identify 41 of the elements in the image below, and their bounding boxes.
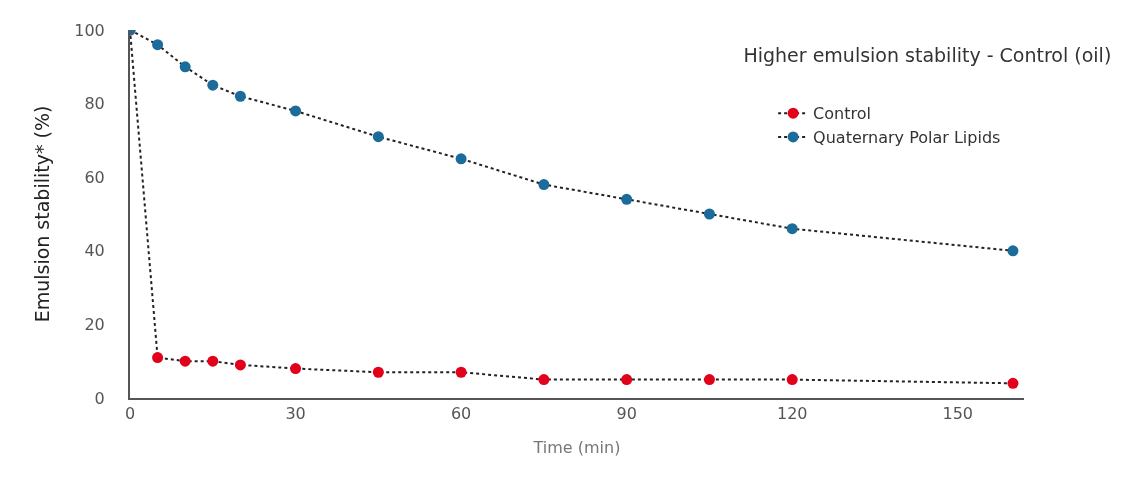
point xyxy=(703,208,715,220)
point xyxy=(1007,245,1019,257)
point xyxy=(290,363,302,375)
text: Higher emulsion stability - Control (oil) xyxy=(743,43,1112,66)
y-tick-label: 60 xyxy=(84,167,105,187)
y-tick-label: 20 xyxy=(84,315,105,334)
point xyxy=(372,131,384,143)
point xyxy=(455,366,467,378)
x-tick-label: 120 xyxy=(776,404,808,424)
point xyxy=(152,39,164,51)
point xyxy=(538,374,550,386)
y-tick-label: 40 xyxy=(84,241,105,261)
point xyxy=(152,352,164,364)
y-tick-label: 100 xyxy=(74,20,105,40)
y-tick-label: 0 xyxy=(94,388,105,408)
x-axis-title: Time (min) xyxy=(532,438,621,458)
y-tick-label: 80 xyxy=(84,94,105,114)
point xyxy=(1007,377,1019,389)
y-axis-title: Emulsion stability* (%) xyxy=(30,105,53,323)
x-tick-label: 30 xyxy=(285,404,306,424)
point xyxy=(207,79,219,91)
point xyxy=(290,105,302,117)
point xyxy=(786,374,798,386)
point xyxy=(703,374,715,386)
point xyxy=(179,355,191,367)
x-tick-label: 150 xyxy=(942,404,974,424)
x-tick-label: 0 xyxy=(124,404,136,424)
point xyxy=(234,90,246,102)
point xyxy=(621,193,633,205)
point xyxy=(372,366,384,378)
point xyxy=(786,223,798,235)
point xyxy=(234,359,246,371)
point xyxy=(179,61,191,73)
point xyxy=(538,179,550,191)
legend-label: Quaternary Polar Lipids xyxy=(813,128,1001,148)
point xyxy=(455,153,467,165)
x-tick-label: 60 xyxy=(450,404,472,424)
point xyxy=(621,374,633,386)
point xyxy=(207,355,219,367)
legend-label: Control xyxy=(813,104,871,124)
x-tick-label: 90 xyxy=(616,404,637,424)
